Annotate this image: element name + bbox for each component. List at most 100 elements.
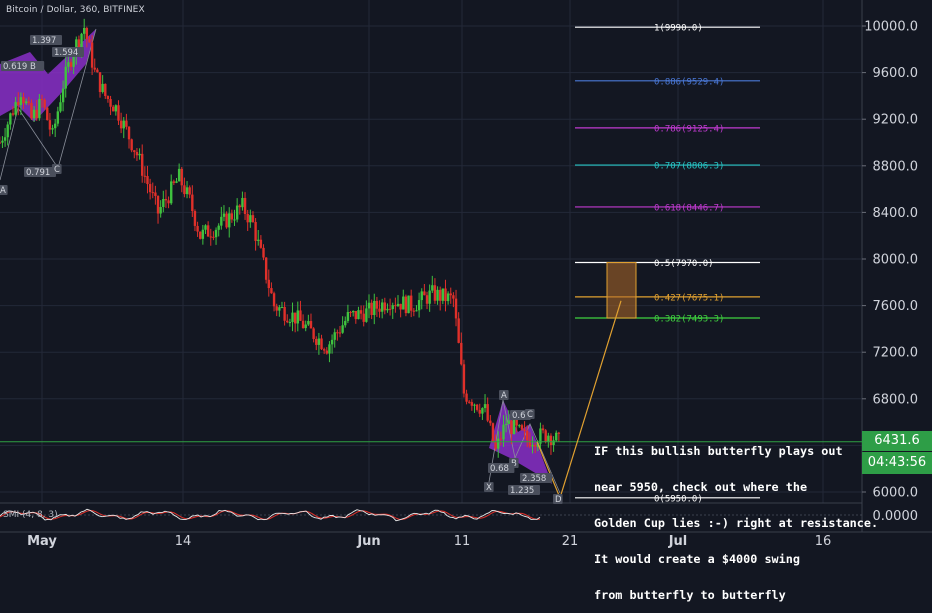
candle-body [373, 300, 376, 316]
candle-body [296, 310, 299, 324]
candles [0, 18, 561, 458]
candle-body [104, 83, 107, 97]
candle-body [478, 409, 481, 414]
candle-body [146, 176, 149, 185]
candle-body [526, 430, 529, 441]
candle-body [24, 101, 28, 104]
candle-body [164, 198, 168, 201]
candle-body [59, 102, 62, 112]
y-tick-label: 10000.0 [864, 20, 918, 35]
candle-body [238, 205, 241, 208]
annotation-line-1: IF this bullish butterfly plays out [594, 444, 843, 458]
candle-body [470, 402, 474, 406]
candle-body [536, 443, 539, 447]
annotation-line-2: near 5950, check out where the [594, 480, 808, 494]
candle-body [436, 289, 439, 301]
countdown-tag: 04:43:56 [862, 452, 932, 474]
candle-body [494, 441, 497, 449]
candle-body [362, 313, 365, 322]
candle-body [217, 225, 220, 230]
y-tick-label: 9200.0 [873, 113, 919, 128]
candle-body [19, 97, 23, 106]
candle-body [299, 310, 302, 321]
candle-body [307, 321, 310, 325]
candle-body [96, 69, 99, 73]
candle-body [346, 312, 350, 321]
candle-body [449, 293, 452, 296]
candle-body [175, 181, 178, 183]
pattern-label-left-2: 1.594 [54, 48, 78, 58]
fib-level-label: 0(5950.0) [654, 494, 703, 504]
candle-body [170, 181, 173, 204]
candle-body [286, 320, 289, 323]
candle-body [452, 295, 455, 299]
y-tick-label: 9600.0 [873, 66, 919, 81]
candle-body [330, 339, 334, 345]
y-tick-label: 6800.0 [873, 392, 919, 407]
candle-body [77, 39, 81, 48]
candle-body [375, 300, 379, 309]
candle-body [17, 102, 20, 106]
annotation-line-3: Golden Cup lies :-) right at resistance. [594, 516, 879, 530]
candle-body [557, 432, 561, 434]
pattern-outline-left [0, 28, 97, 181]
candle-body [177, 168, 181, 182]
candle-body [254, 221, 257, 241]
candle-body [201, 229, 205, 239]
candle-body [180, 168, 183, 186]
candle-body [531, 444, 534, 447]
indicator-label: SMI (4, 8, 3) [3, 510, 58, 520]
pattern-label-right-8-bg [508, 485, 540, 495]
candle-body [283, 306, 286, 321]
candle-body [523, 429, 526, 431]
candle-body [412, 310, 416, 312]
fib-level-label: 0.618(8446.7) [654, 203, 724, 213]
candle-body [320, 338, 323, 350]
candle-body [325, 350, 329, 354]
candle-body [428, 290, 431, 304]
pattern-label-right-1-bg [499, 390, 509, 400]
candle-body [249, 215, 252, 223]
candle-body [336, 332, 339, 334]
candle-body [196, 225, 199, 232]
candle-body [454, 298, 458, 319]
candle-body [204, 225, 207, 230]
candle-body [214, 229, 218, 238]
candle-body [539, 428, 542, 444]
candle-body [259, 239, 263, 248]
candle-body [138, 153, 141, 156]
candle-body [27, 101, 31, 103]
candle-body [88, 39, 91, 43]
candle-body [333, 332, 336, 340]
candle-body [61, 88, 65, 103]
candle-body [528, 440, 532, 447]
candle-body [209, 236, 212, 238]
candle-body [541, 428, 545, 431]
candle-body [293, 312, 297, 324]
candle-body [11, 113, 15, 115]
candle-body [518, 425, 521, 427]
candle-body [167, 200, 170, 204]
golden-cup-zone [606, 261, 637, 319]
candle-body [48, 120, 52, 130]
candle-body [383, 302, 387, 311]
candle-body [82, 27, 86, 34]
pattern-label-right-7: X [486, 483, 492, 493]
price-chart[interactable]: 10000.0 9600.0 9200.0 8800.0 8400.0 8000.0 760… [0, 0, 932, 550]
candle-body [241, 197, 244, 208]
candle-body [275, 306, 278, 311]
candle-body [396, 303, 400, 307]
pattern-label-left-1: 1.397 [32, 36, 56, 46]
candle-body [497, 438, 500, 449]
candle-body [46, 107, 49, 121]
candle-body [183, 185, 186, 195]
candle-body [53, 123, 57, 129]
candle-body [127, 126, 131, 140]
candle-body [402, 296, 405, 310]
annotation-line-5: from butterfly to butterfly [594, 588, 786, 602]
candle-body [515, 419, 518, 426]
candle-body [228, 213, 231, 228]
y-tick-label: 8800.0 [873, 159, 919, 174]
candle-body [446, 293, 450, 302]
candle-body [151, 192, 154, 194]
